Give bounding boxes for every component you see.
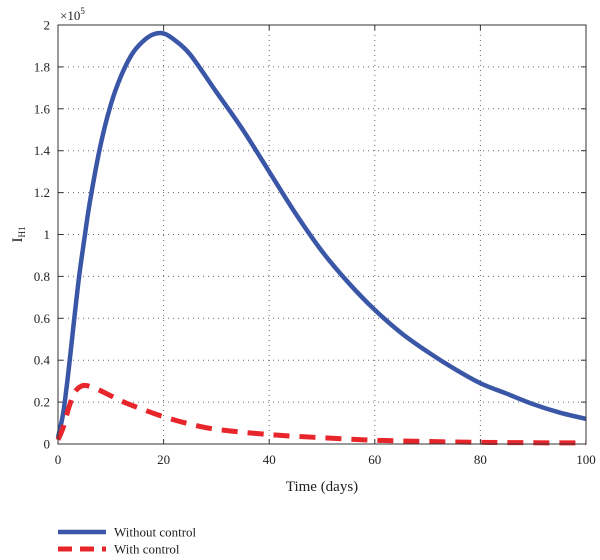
x-tick-label: 0 <box>55 452 62 467</box>
x-tick-label: 40 <box>263 452 276 467</box>
grid <box>58 25 586 444</box>
y-tick-label: 1.4 <box>34 143 51 158</box>
y-tick-label: 0.8 <box>34 269 50 284</box>
y-axis-label: IH1 <box>10 227 27 243</box>
legend-label: With control <box>114 542 180 557</box>
y-tick-label: 0.2 <box>34 395 50 410</box>
axis-labels: Time (days) IH1 ×105 <box>10 6 358 495</box>
y-tick-label: 1.8 <box>34 59 50 74</box>
legend: Without control With control <box>58 525 197 557</box>
y-axis-label-main: I <box>10 238 26 243</box>
series-line-1 <box>55 30 587 439</box>
plot-frame <box>57 24 587 445</box>
y-tick-label: 2 <box>44 18 51 33</box>
ticks: 0 20 40 60 80 100 0 0.2 0.4 0.6 0.8 1 1.2 1.4 1.6 1.8 2 <box>34 18 596 468</box>
legend-label: Without control <box>114 525 197 540</box>
x-tick-label: 100 <box>576 452 596 467</box>
y-exponent-label: ×105 <box>60 6 85 23</box>
y-tick-label: 0 <box>44 437 51 452</box>
x-tick-label: 80 <box>474 452 487 467</box>
y-tick-label: 0.6 <box>34 311 51 326</box>
y-tick-label: 1.6 <box>34 101 51 116</box>
x-axis-label: Time (days) <box>286 479 358 495</box>
series-line-2 <box>55 382 587 446</box>
x-tick-label: 60 <box>368 452 381 467</box>
y-exponent-base: ×10 <box>60 8 80 23</box>
y-tick-label: 1.2 <box>34 185 50 200</box>
y-exponent-power: 5 <box>80 6 85 16</box>
y-axis-label-sub: H1 <box>17 227 27 238</box>
y-tick-label: 1 <box>44 227 51 242</box>
series-layer <box>55 30 587 446</box>
y-tick-label: 0.4 <box>34 353 51 368</box>
x-tick-label: 20 <box>157 452 170 467</box>
